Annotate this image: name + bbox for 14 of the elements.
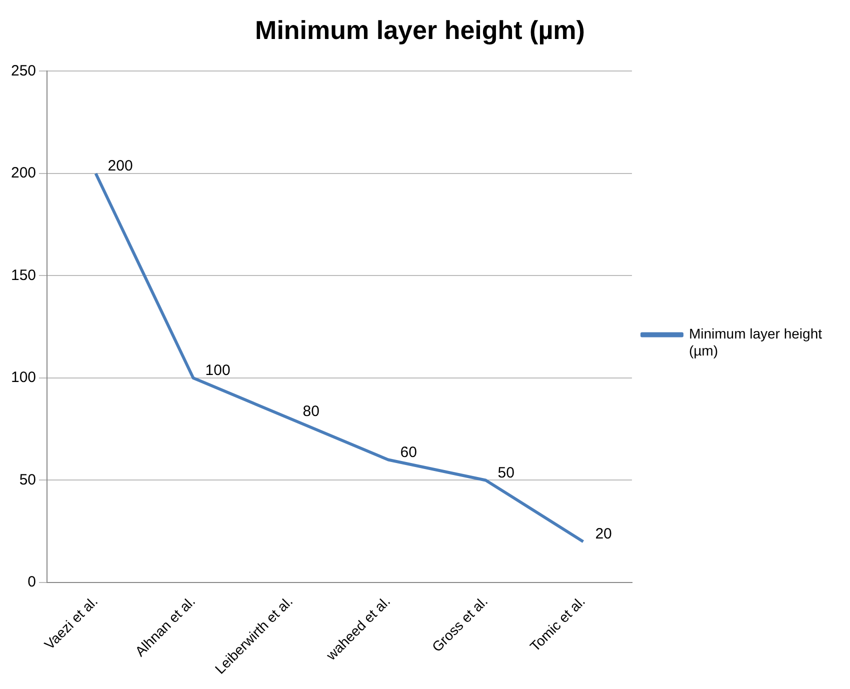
data-label: 60	[400, 444, 417, 461]
legend-label: Minimum layer height (µm)	[688, 326, 822, 358]
data-label: 50	[498, 464, 514, 482]
y-tick-label: 200	[10, 164, 36, 182]
y-tick-label: 150	[10, 266, 36, 284]
data-label: 200	[108, 158, 133, 175]
y-tick-label: 0	[28, 574, 36, 591]
y-tick-label: 250	[10, 62, 36, 80]
y-tick-label: 100	[10, 369, 36, 386]
y-tick-label: 50	[19, 471, 36, 488]
data-label: 80	[302, 403, 320, 420]
data-label: 100	[205, 362, 230, 380]
chart-title: Minimum layer height (µm)	[255, 14, 585, 45]
data-label: 20	[595, 526, 612, 543]
